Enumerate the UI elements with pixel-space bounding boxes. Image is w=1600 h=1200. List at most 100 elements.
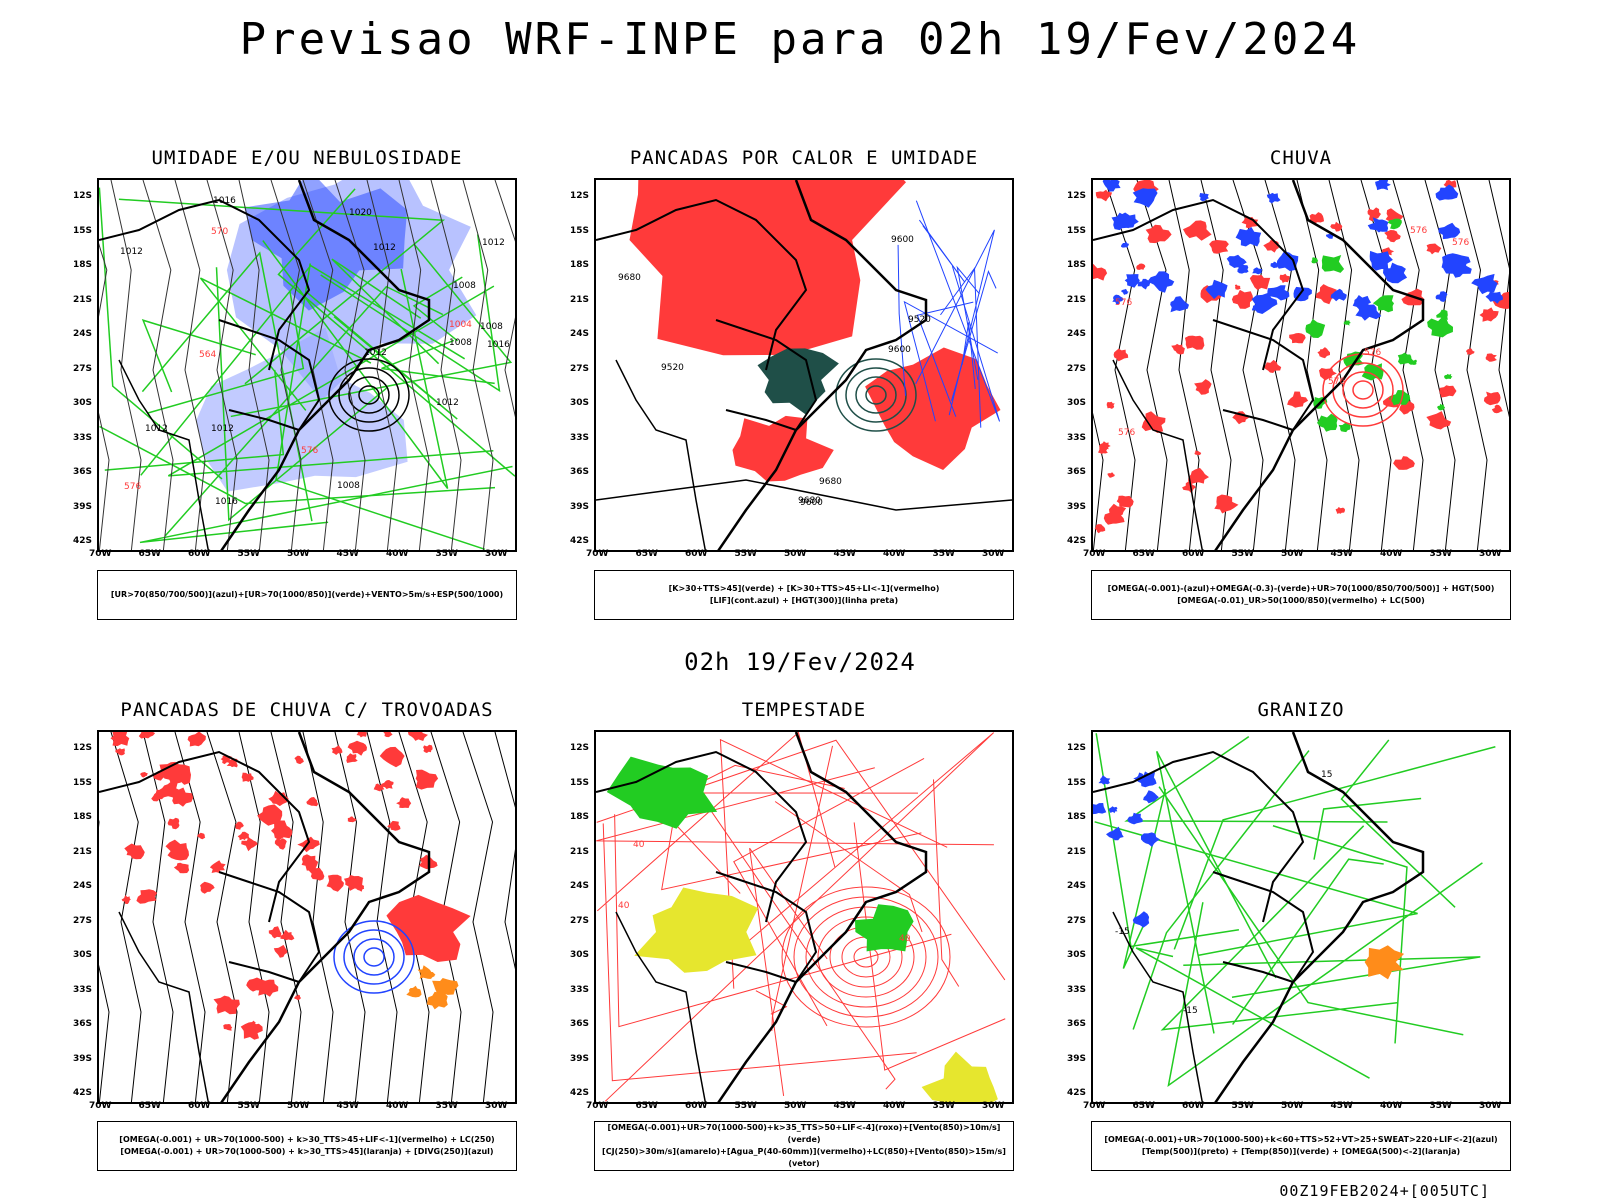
- panel-title: UMIDADE E/OU NEBULOSIDADE: [151, 147, 463, 169]
- rain-area-blue: [1132, 188, 1158, 208]
- lat-tick-label: 27S: [570, 915, 590, 926]
- lat-tick-label: 36S: [570, 467, 590, 477]
- thunderstorm-area-red: [396, 797, 412, 808]
- lat-tick-label: 15S: [570, 777, 590, 788]
- rain-area-blue: [1375, 180, 1391, 191]
- lat-tick-label: 12S: [1067, 743, 1087, 753]
- main-title: Previsao WRF-INPE para 02h 19/Fev/2024: [239, 14, 1361, 65]
- rain-area-blue: [1205, 279, 1228, 300]
- thunderstorm-area-red: [237, 831, 250, 841]
- lat-tick-label: 15S: [1067, 777, 1087, 788]
- instability-area-red: [629, 180, 906, 356]
- humidity-contour-1000-850: [147, 291, 305, 414]
- country-border: [218, 319, 321, 431]
- thunderstorm-area-red: [213, 995, 240, 1015]
- hail-area-blue: [1132, 911, 1150, 928]
- rain-area-green: [1387, 218, 1402, 230]
- lat-tick-label: 42S: [1067, 536, 1087, 546]
- panel-title: PANCADAS DE CHUVA C/ TROVOADAS: [120, 699, 494, 721]
- rain-area-blue: [1485, 291, 1503, 304]
- lat-tick-label: 24S: [1067, 329, 1087, 339]
- lat-tick-label: 42S: [73, 1088, 93, 1098]
- rain-area-red: [1315, 284, 1337, 305]
- lc850-contour: [781, 886, 951, 1028]
- thunderstorm-area-red: [381, 780, 394, 789]
- rain-area-red: [1141, 411, 1166, 433]
- rain-area-green: [1388, 390, 1411, 406]
- country-border: [1212, 319, 1315, 431]
- lon-tick-label: 55W: [1231, 1101, 1254, 1111]
- country-border: [1112, 911, 1204, 1102]
- lon-tick-label: 35W: [1429, 549, 1452, 559]
- rain-area-blue: [1435, 184, 1459, 201]
- rain-area-red: [1109, 503, 1127, 521]
- lat-tick-label: 21S: [570, 294, 590, 305]
- cyclone-instability: [855, 376, 897, 414]
- thunderstorm-area-orange: [432, 978, 459, 995]
- country-border: [715, 319, 818, 431]
- legend-line: [OMEGA(-0.001)-(azul)+OMEGA(-0.3)-(verde…: [1107, 584, 1495, 593]
- thunderstorm-area-red: [257, 978, 279, 997]
- lon-tick-label: 65W: [1132, 1101, 1155, 1111]
- thunderstorm-area-red: [268, 926, 282, 939]
- thunderstorm-area-red: [241, 772, 254, 782]
- contour-label: 40: [899, 934, 911, 944]
- lon-tick-label: 60W: [1182, 1101, 1205, 1111]
- contour-label: 9520: [661, 363, 684, 373]
- rain-area-red: [1491, 404, 1503, 414]
- thunderstorm-area-red: [151, 789, 166, 802]
- rain-area-blue: [1330, 288, 1347, 302]
- thunderstorm-area-red: [273, 944, 288, 958]
- lat-tick-label: 21S: [73, 294, 93, 305]
- humidity-contour-1000-850: [139, 465, 513, 544]
- rain-area-red: [1485, 353, 1497, 362]
- rain-area-green: [1397, 352, 1414, 365]
- rain-area-blue: [1251, 292, 1278, 314]
- temp850-contour: [1167, 862, 1483, 1088]
- rain-area-red: [1287, 391, 1309, 408]
- jet250-area-yellow: [634, 887, 759, 973]
- instability-area-red: [732, 415, 834, 482]
- rain-area-red: [1263, 359, 1282, 373]
- legend-line: [Temp(500)](preto) + [Temp(850)](verde) …: [1141, 1147, 1461, 1156]
- lon-tick-label: 60W: [188, 1101, 211, 1111]
- lat-tick-label: 18S: [73, 260, 93, 270]
- lon-tick-label: 45W: [336, 1101, 359, 1111]
- lon-tick-label: 45W: [1330, 1101, 1353, 1111]
- country-border: [1093, 750, 1305, 923]
- rain-area-red: [1209, 240, 1229, 254]
- rain-area-red: [1093, 263, 1108, 281]
- thunderstorm-area-red: [115, 748, 125, 756]
- precipitable-water-contour: [596, 732, 836, 912]
- wind-vectors: [142, 180, 174, 550]
- lon-tick-label: 55W: [237, 1101, 260, 1111]
- cyclone-isobars: [338, 367, 400, 423]
- lat-tick-label: 33S: [570, 432, 590, 443]
- temp850-contour: [1160, 825, 1398, 1031]
- precipitable-water-contour: [661, 806, 922, 891]
- hail-area-blue: [1106, 826, 1124, 841]
- thunderstorm-area-red: [280, 929, 295, 941]
- rain-area-green: [1427, 316, 1453, 338]
- hgt500-contour: [1488, 180, 1509, 550]
- rain-area-green: [1343, 320, 1351, 326]
- rain-area-red: [1393, 456, 1415, 470]
- legend-line: [OMEGA(-0.001)+UR>70(1000-500)+k>35_TTS>…: [607, 1123, 1001, 1144]
- lat-tick-label: 18S: [570, 260, 590, 270]
- rain-area-red: [1309, 212, 1324, 224]
- wind-vectors: [462, 180, 494, 550]
- rain-area-red: [1367, 207, 1381, 222]
- humidity-contour-1000-850: [99, 425, 496, 505]
- lon-tick-label: 70W: [1083, 1101, 1106, 1111]
- hail-area-blue: [1098, 775, 1111, 785]
- precipitable-water-contour: [602, 823, 917, 1082]
- hgt500-contour: [1200, 180, 1232, 550]
- lon-tick-label: 40W: [1380, 1101, 1403, 1111]
- hail-area-blue: [1093, 803, 1107, 815]
- divergence-250: [333, 920, 415, 994]
- rain-area-green: [1408, 359, 1417, 365]
- rain-area-red: [1479, 307, 1499, 322]
- contour-label: 15: [1321, 770, 1332, 780]
- lat-tick-label: 30S: [570, 950, 590, 960]
